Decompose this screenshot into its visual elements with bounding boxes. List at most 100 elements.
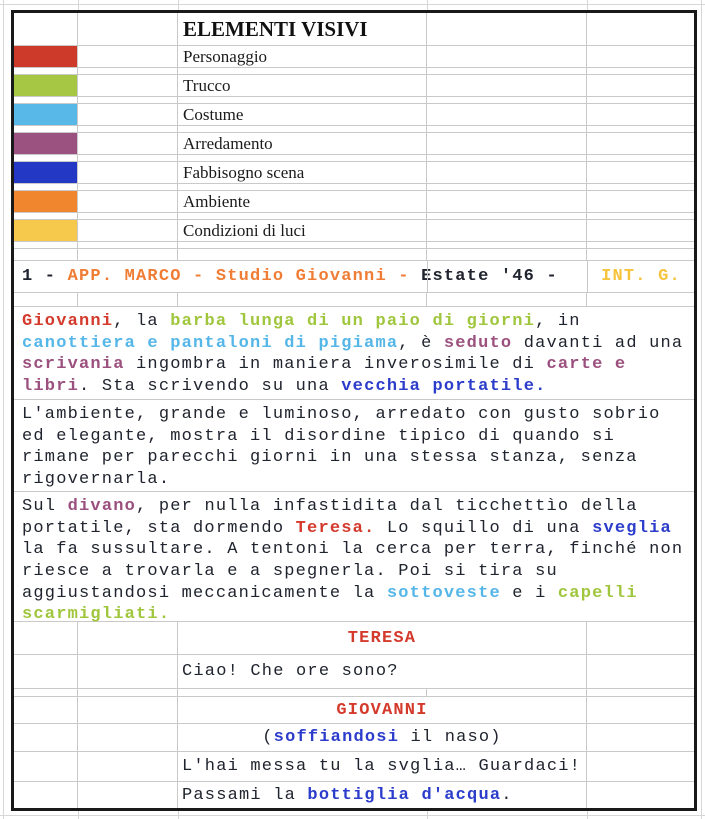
parenthetical-giovanni: (soffiandosi il naso): [178, 724, 587, 751]
action-paragraph-3: Sul divano, per nulla infastidita dal ti…: [14, 492, 694, 624]
outer-grid-stub: [78, 0, 79, 10]
empty-cell: [78, 13, 178, 45]
legend-title: ELEMENTI VISIVI: [183, 16, 368, 41]
empty-cell: [587, 104, 694, 125]
outer-grid-stub: [178, 0, 179, 10]
dialogue-line-giovanni-2: Passami la bottiglia d'acqua.: [178, 782, 587, 808]
legend-swatch-cell: [14, 104, 78, 125]
gridline: [427, 261, 428, 292]
dialogue-row: L'hai messa tu la svglia… Guardaci!: [14, 752, 694, 782]
empty-cell: [587, 220, 694, 241]
dialogue-row: Ciao! Che ore sono?: [14, 655, 694, 689]
outer-grid-stub: [427, 811, 428, 819]
legend-row: Arredamento: [14, 133, 694, 155]
legend-swatch-personaggio: [14, 46, 77, 67]
character-row-giovanni: GIOVANNI: [14, 697, 694, 724]
legend-row: Ambiente: [14, 191, 694, 213]
empty-cell: [14, 13, 78, 45]
empty-cell: [587, 75, 694, 96]
spacer-row: [14, 689, 694, 697]
outer-grid-stub: [427, 0, 428, 10]
empty-cell: [427, 104, 587, 125]
legend-swatch-cell: [14, 191, 78, 212]
empty-cell: [78, 133, 178, 154]
scene-heading: 1 - APP. MARCO - Studio Giovanni - Estat…: [22, 267, 570, 286]
empty-cell: [587, 191, 694, 212]
legend-row: Costume: [14, 104, 694, 126]
spacer-row: [14, 68, 694, 75]
outer-grid-stub: [78, 811, 79, 819]
legend-label: Ambiente: [183, 191, 251, 211]
empty-cell: [427, 191, 587, 212]
spacer-row: [14, 126, 694, 133]
legend-swatch-cell: [14, 220, 78, 241]
spacer-row: [14, 155, 694, 162]
script-breakdown-sheet: ELEMENTI VISIVI Personaggio Trucco Costu…: [11, 10, 697, 811]
empty-cell: [427, 220, 587, 241]
legend-swatch-condizioni-di-luci: [14, 220, 77, 241]
empty-cell: [587, 13, 694, 45]
empty-cell: [78, 104, 178, 125]
spacer-row: [14, 213, 694, 220]
outer-gridline-left: [3, 0, 4, 819]
empty-cell: [427, 46, 587, 67]
legend-swatch-cell: [14, 133, 78, 154]
spacer-row: [14, 184, 694, 191]
character-name-giovanni: GIOVANNI: [178, 697, 587, 723]
legend-swatch-costume: [14, 104, 77, 125]
empty-cell: [78, 162, 178, 183]
empty-cell: [78, 220, 178, 241]
legend-label: Trucco: [183, 75, 231, 95]
action-paragraph-1: Giovanni, la barba lunga di un paio di g…: [14, 307, 694, 400]
legend-swatch-cell: [14, 46, 78, 67]
empty-cell: [427, 133, 587, 154]
character-row-teresa: TERESA: [14, 622, 694, 655]
action-paragraph-2: L'ambiente, grande e luminoso, arredato …: [14, 400, 694, 492]
parenthetical-row: (soffiandosi il naso): [14, 724, 694, 752]
outer-gridline-bottom: [0, 815, 705, 816]
legend-label: Fabbisogno scena: [183, 162, 305, 182]
scene-heading-row: 1 - APP. MARCO - Studio Giovanni - Estat…: [14, 261, 694, 293]
legend-label: Personaggio: [183, 46, 268, 66]
empty-cell: [427, 13, 587, 45]
legend-label: Condizioni di luci: [183, 220, 306, 240]
legend-label-cell: Condizioni di luci: [178, 220, 427, 241]
spacer-row: [14, 242, 694, 249]
empty-cell: [427, 75, 587, 96]
legend-label-cell: Trucco: [178, 75, 427, 96]
outer-gridline-top: [0, 4, 705, 5]
empty-cell: [587, 133, 694, 154]
legend-swatch-ambiente: [14, 191, 77, 212]
legend-title-cell: ELEMENTI VISIVI: [178, 13, 427, 45]
legend-swatch-cell: [14, 75, 78, 96]
outer-gridline-right: [701, 0, 702, 819]
legend-label-cell: Ambiente: [178, 191, 427, 212]
empty-cell: [587, 46, 694, 67]
outer-grid-stub: [587, 811, 588, 819]
outer-grid-stub: [178, 811, 179, 819]
legend-label: Costume: [183, 104, 244, 124]
empty-cell: [587, 162, 694, 183]
dialogue-row: Passami la bottiglia d'acqua.: [14, 782, 694, 808]
legend-label-cell: Costume: [178, 104, 427, 125]
legend-row: Trucco: [14, 75, 694, 97]
legend-row: Personaggio: [14, 46, 694, 68]
blank-row: [14, 293, 694, 307]
character-name-teresa: TERESA: [178, 622, 587, 654]
legend-label-cell: Arredamento: [178, 133, 427, 154]
empty-cell: [78, 75, 178, 96]
legend-header-row: ELEMENTI VISIVI: [14, 13, 694, 46]
blank-row: [14, 249, 694, 261]
legend-swatch-trucco: [14, 75, 77, 96]
legend-label-cell: Personaggio: [178, 46, 427, 67]
dialogue-line-teresa: Ciao! Che ore sono?: [178, 655, 587, 688]
dialogue-line-giovanni-1: L'hai messa tu la svglia… Guardaci!: [178, 752, 587, 781]
outer-grid-stub: [587, 0, 588, 10]
legend-swatch-arredamento: [14, 133, 77, 154]
scene-heading-int: INT. G.: [587, 261, 694, 292]
empty-cell: [78, 191, 178, 212]
legend-row: Fabbisogno scena: [14, 162, 694, 184]
legend-label: Arredamento: [183, 133, 273, 153]
spacer-row: [14, 97, 694, 104]
empty-cell: [427, 162, 587, 183]
